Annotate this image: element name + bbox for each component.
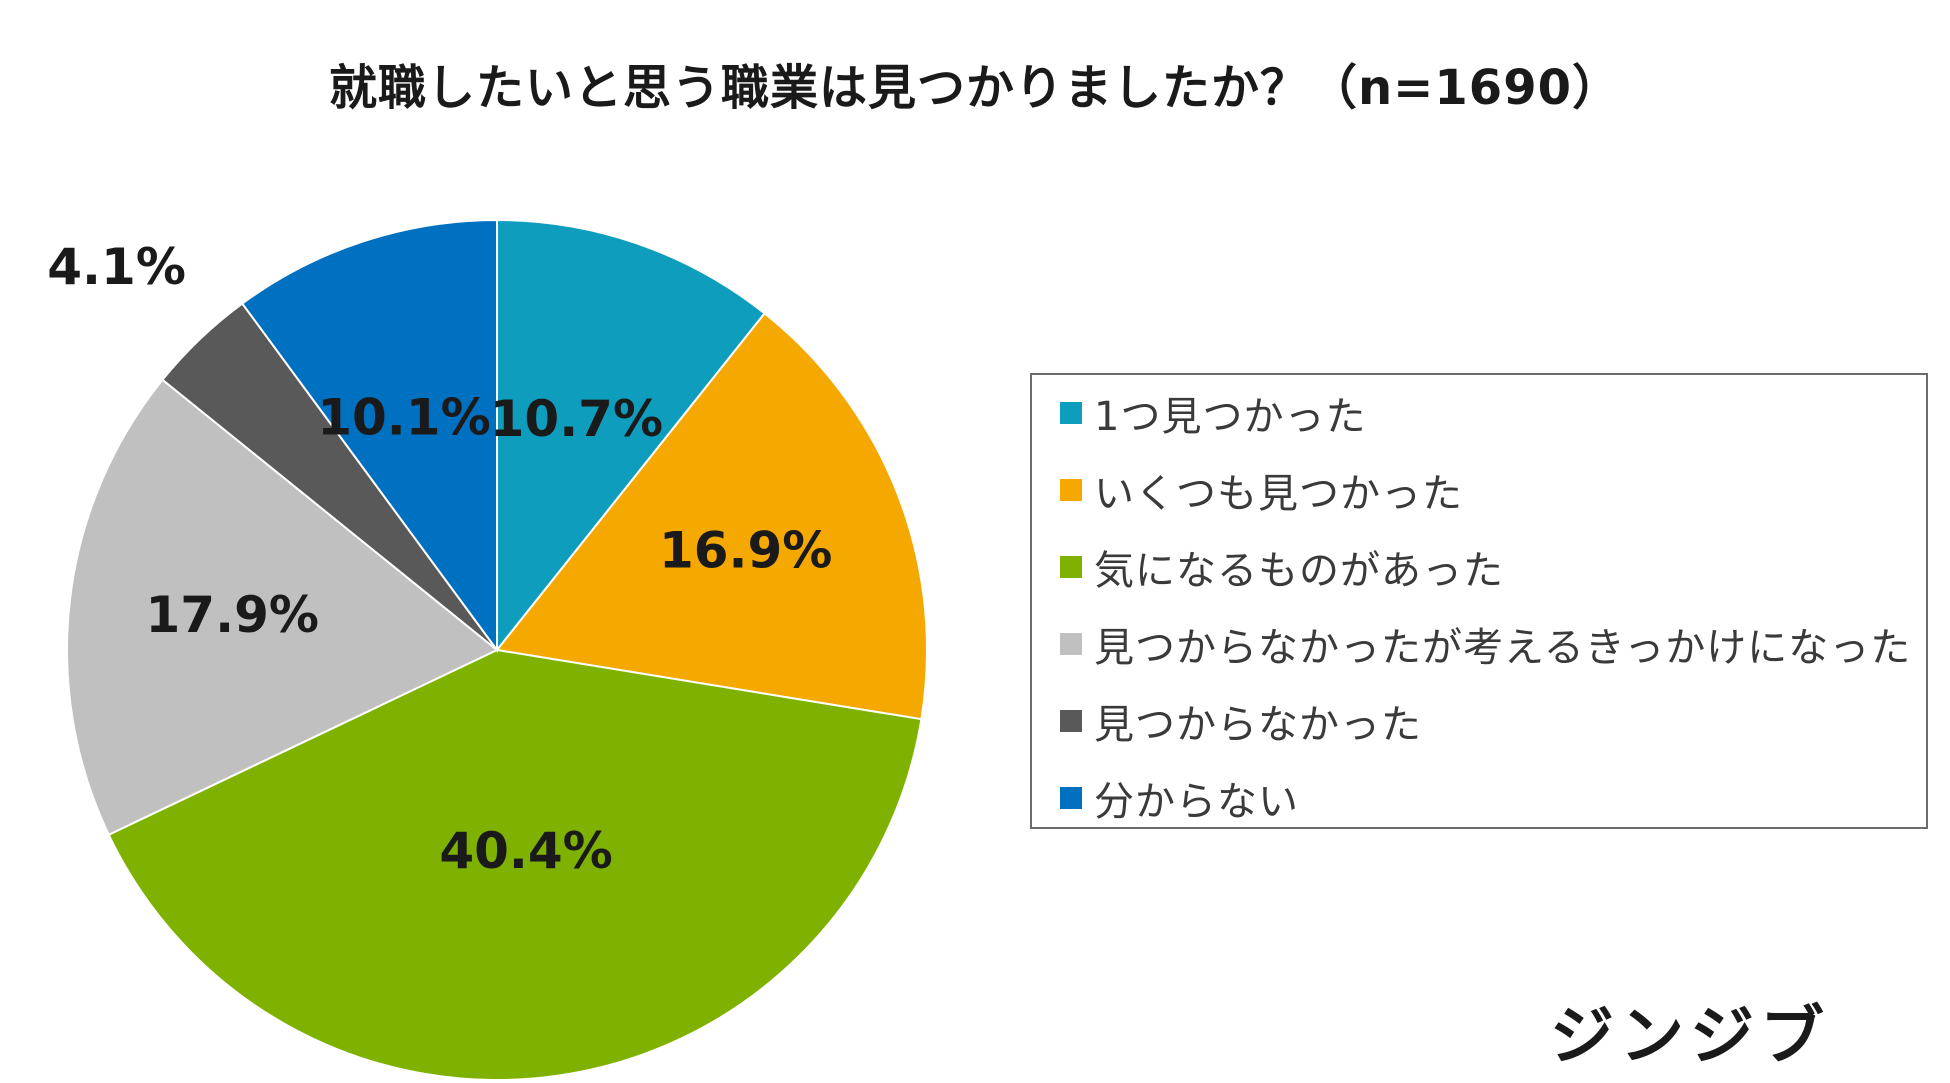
pie-slice bbox=[66, 378, 499, 837]
legend-label: 1つ見つかった bbox=[1094, 394, 1367, 440]
pie-data-label: 40.4% bbox=[439, 822, 612, 880]
legend-item: いくつも見つかった bbox=[1060, 460, 1463, 520]
pie-data-label: 10.7% bbox=[490, 390, 663, 448]
legend-label: 気になるものがあった bbox=[1094, 548, 1504, 594]
pie-slice bbox=[495, 311, 928, 721]
pie-slice bbox=[240, 218, 498, 654]
pie-slices bbox=[66, 218, 928, 1081]
legend-item: 気になるものがあった bbox=[1060, 537, 1504, 597]
pie-slice bbox=[107, 648, 923, 1081]
legend-label: 分からない bbox=[1094, 779, 1299, 825]
chart-title: 就職したいと思う職業は見つかりましたか？（n=1690） bbox=[329, 60, 1621, 116]
legend-label: 見つからなかった bbox=[1094, 702, 1422, 748]
legend-item: 1つ見つかった bbox=[1060, 383, 1366, 443]
legend-swatch bbox=[1060, 402, 1082, 424]
pie-data-labels: 10.7% 16.9% 40.4% 17.9% 4.1% 10.1% bbox=[47, 238, 832, 880]
legend-swatch bbox=[1060, 556, 1082, 578]
legend-swatch bbox=[1060, 479, 1082, 501]
legend-swatch bbox=[1060, 633, 1082, 655]
brand-logo: ジンジブ bbox=[1550, 1000, 1830, 1074]
legend-swatch bbox=[1060, 787, 1082, 809]
pie-slice bbox=[496, 218, 766, 653]
pie-data-label: 10.1% bbox=[317, 389, 490, 447]
pie-data-label: 16.9% bbox=[659, 521, 832, 579]
legend-label: 見つからなかったが考えるきっかけになった bbox=[1094, 625, 1912, 671]
pie-data-label: 4.1% bbox=[47, 238, 186, 296]
legend-item: 見つからなかった bbox=[1060, 691, 1422, 751]
legend-item: 分からない bbox=[1060, 768, 1299, 828]
legend-label: いくつも見つかった bbox=[1094, 471, 1463, 517]
legend-item: 見つからなかったが考えるきっかけになった bbox=[1060, 614, 1911, 674]
chart-legend: 1つ見つかった いくつも見つかった 気になるものがあった 見つからなかったが考え… bbox=[1030, 373, 1928, 829]
pie-data-label: 17.9% bbox=[146, 586, 319, 644]
legend-swatch bbox=[1060, 710, 1082, 732]
